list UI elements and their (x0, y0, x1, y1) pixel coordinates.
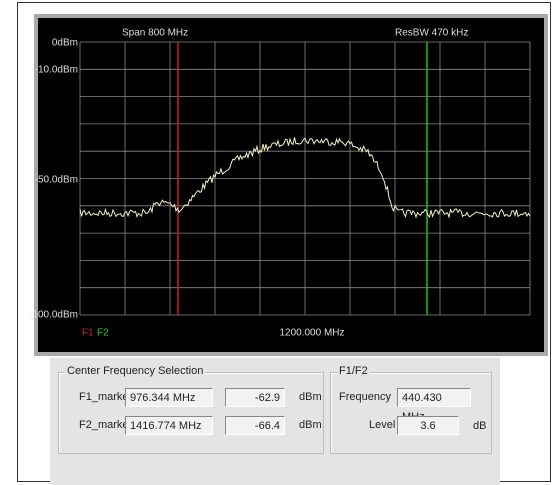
display-area (38, 18, 544, 352)
spectrum-display: 0dBm -10.0dBm -50.0dBm -100.0dBm Span 80… (29, 14, 548, 356)
row-label: F2_marker (79, 419, 133, 431)
frequency-label: Frequency (339, 391, 391, 403)
unit: dBm (299, 391, 322, 403)
level-label: Level (369, 419, 396, 431)
f1f2-group: F1/F2 Frequency 440.430 MHz Level 3.6 dB (330, 365, 492, 454)
control-panel: Center Frequency Selection F1_marker 976… (50, 358, 500, 485)
frequency-field[interactable]: 976.344 MHz (125, 388, 213, 407)
group-title: Center Frequency Selection (65, 365, 206, 377)
resbw-label: ResBW 470 kHz (395, 28, 468, 39)
grid (79, 41, 531, 316)
y-label: -10.0dBm (35, 65, 78, 76)
frequency-field[interactable]: 1416.774 MHz (125, 416, 213, 435)
center-frequency-group: Center Frequency Selection F1_marker 976… (58, 365, 324, 454)
frequency-field[interactable]: 440.430 MHz (397, 388, 471, 423)
unit: dB (473, 420, 487, 432)
f2-label: F2 (97, 328, 109, 339)
f1-label: F1 (82, 328, 94, 339)
y-label: -50.0dBm (35, 175, 78, 186)
unit: dBm (299, 419, 322, 431)
level-field[interactable]: -62.9 (225, 388, 285, 407)
y-label: 0dBm (52, 38, 78, 49)
level-field[interactable]: 3.6 (397, 416, 459, 435)
row-label: F1_marker (79, 391, 133, 403)
span-label: Span 800 MHz (122, 28, 188, 39)
center-frequency-label: 1200.000 MHz (279, 328, 344, 339)
spectrum-trace (79, 137, 531, 219)
y-label: -100.0dBm (29, 310, 78, 321)
group-title: F1/F2 (337, 365, 370, 377)
level-field[interactable]: -66.4 (225, 416, 285, 435)
